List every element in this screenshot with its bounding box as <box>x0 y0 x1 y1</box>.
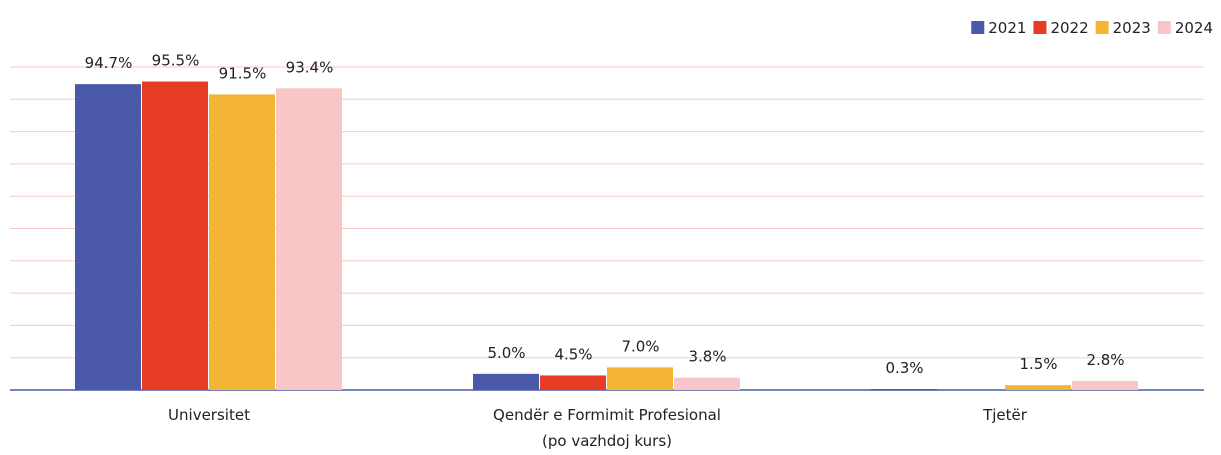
legend-swatch <box>971 21 985 34</box>
legend-swatch <box>1033 21 1047 34</box>
data-label: 5.0% <box>487 344 525 362</box>
bar <box>473 373 539 390</box>
legend-label: 2024 <box>1175 19 1213 37</box>
legend-label: 2023 <box>1113 19 1151 37</box>
bar <box>276 88 342 391</box>
bar <box>209 94 275 390</box>
data-label: 7.0% <box>621 337 659 355</box>
bar <box>607 367 673 390</box>
data-label: 3.8% <box>688 348 726 366</box>
data-label: 94.7% <box>85 54 133 72</box>
bar <box>1072 380 1138 390</box>
legend-swatch <box>1157 21 1171 34</box>
bar <box>142 81 208 390</box>
data-label: 95.5% <box>152 52 200 70</box>
data-label: 4.5% <box>554 345 592 363</box>
data-label: 2.8% <box>1086 351 1124 369</box>
bar <box>674 377 740 390</box>
legend-swatch <box>1095 21 1109 34</box>
data-label: 1.5% <box>1019 355 1057 373</box>
data-label: 0.3% <box>885 359 923 377</box>
bar <box>540 375 606 390</box>
bar <box>1005 385 1071 390</box>
x-tick-label: Qendër e Formimit Profesional (po vazhdo… <box>493 406 721 450</box>
data-label: 91.5% <box>219 64 267 82</box>
legend-label: 2021 <box>988 19 1026 37</box>
legend-label: 2022 <box>1050 19 1088 37</box>
data-label: 93.4% <box>286 58 334 76</box>
bar <box>75 84 141 390</box>
bar <box>871 389 937 390</box>
x-tick-label: Tjetër <box>983 406 1027 424</box>
x-tick-label: Universitet <box>168 406 250 424</box>
